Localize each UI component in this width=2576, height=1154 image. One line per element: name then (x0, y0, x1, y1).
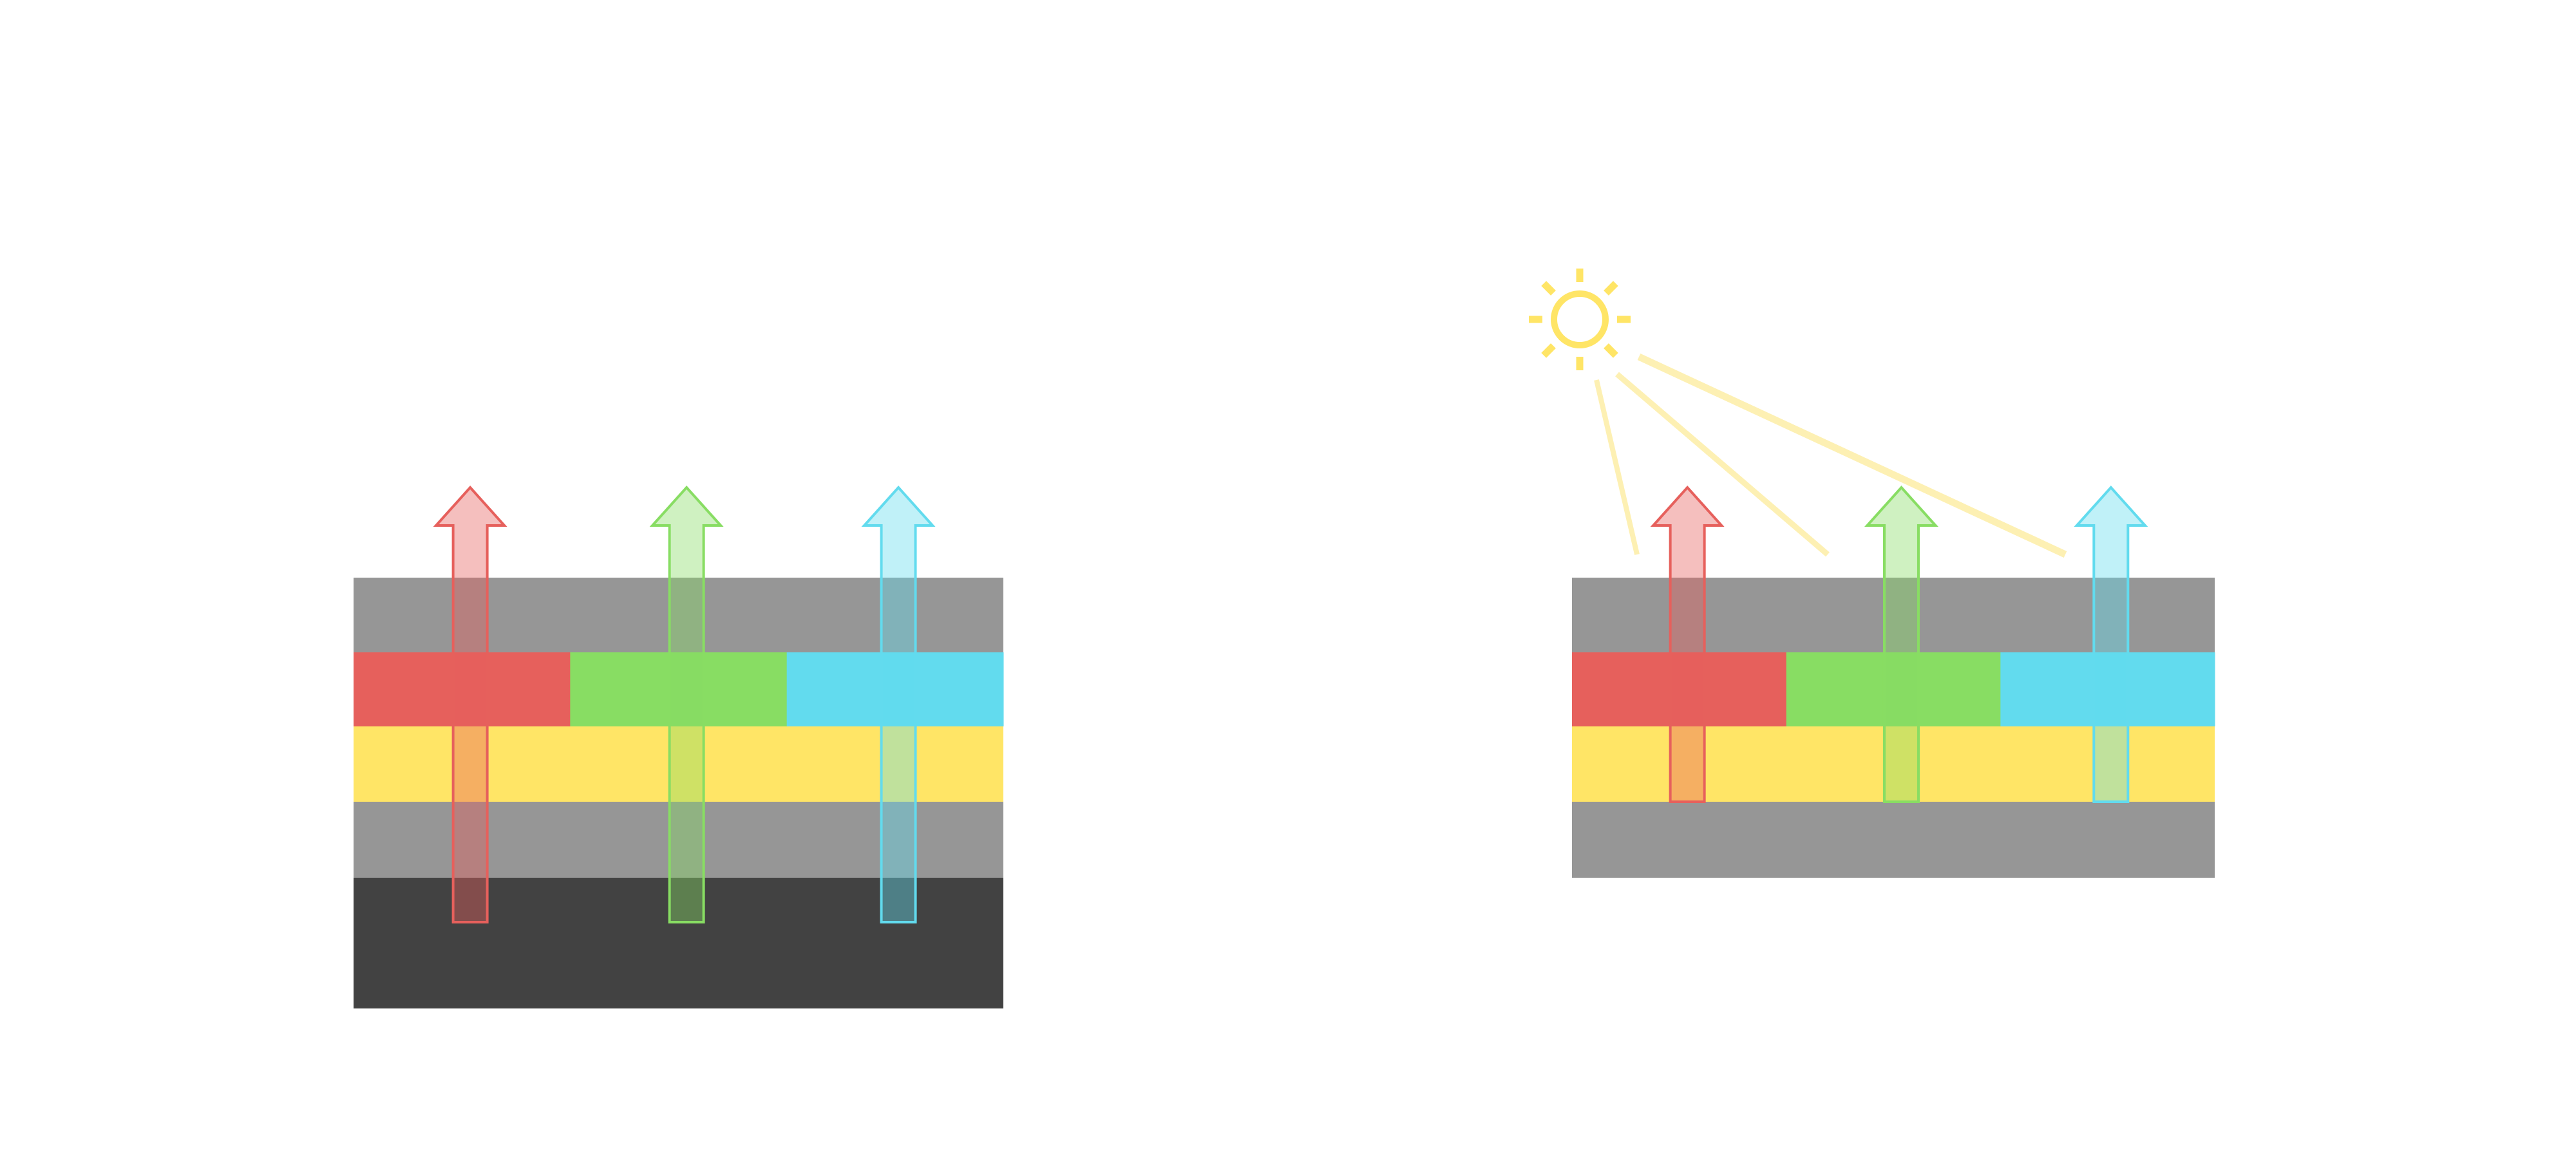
cyan-filter-segment (2000, 652, 2215, 726)
left-stack (354, 486, 1004, 1008)
sun-ray (1541, 281, 1556, 296)
red-filter-segment (1572, 652, 1787, 726)
sunlight-rays (1594, 354, 2067, 558)
green-arrow-icon (649, 486, 724, 923)
sunlight-ray-3 (1637, 354, 2067, 558)
sun-disc (1551, 290, 1609, 348)
right-stack (1572, 486, 2215, 878)
gray-layer-0 (1572, 578, 2215, 652)
green-filter-segment (570, 652, 788, 726)
sun-ray (1541, 343, 1556, 358)
sun-ray (1604, 343, 1618, 358)
cyan-filter-segment (786, 652, 1004, 726)
yellow-2 (1572, 726, 2215, 802)
dark-layer-4 (354, 878, 1003, 1008)
red-arrow-icon (433, 486, 507, 923)
gray-layer-0 (354, 578, 1003, 652)
red-filter-segment (354, 652, 571, 726)
green-filter-segment (1786, 652, 2001, 726)
sunlight-ray-1 (1594, 379, 1640, 555)
cyan-arrow-icon (861, 486, 936, 923)
sun-ray (1604, 281, 1618, 296)
red-arrow-icon (1650, 486, 1725, 803)
gray-layer-3 (354, 802, 1003, 878)
sun-icon (1529, 269, 1631, 370)
sunlight-ray-2 (1615, 372, 1830, 557)
cyan-arrow-icon (2074, 486, 2148, 803)
green-arrow-icon (1864, 486, 1938, 803)
gray-layer-3 (1572, 802, 2215, 878)
yellow-2 (354, 726, 1003, 802)
